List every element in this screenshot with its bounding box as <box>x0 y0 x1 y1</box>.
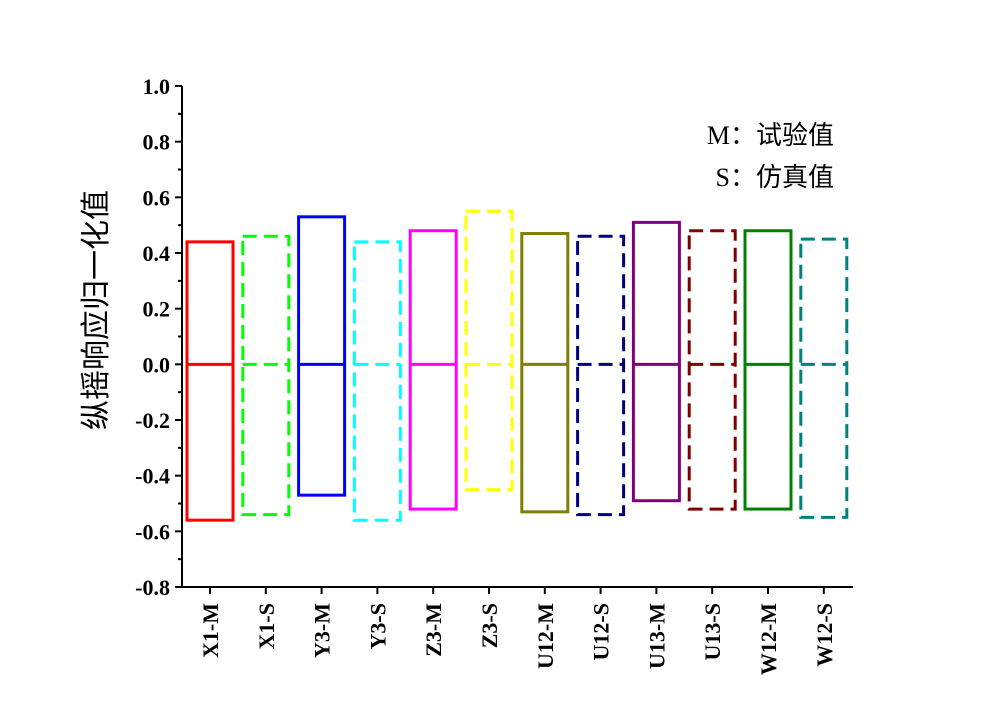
axes <box>181 86 853 588</box>
y-tick-label: 0.6 <box>143 185 171 210</box>
y-tick-label: 0.0 <box>143 352 171 377</box>
box-U12-S <box>576 234 626 517</box>
x-category-label: U13-S <box>700 603 725 660</box>
box-U13-S <box>687 229 737 511</box>
box-rect <box>185 240 235 522</box>
box-rect <box>687 229 737 511</box>
x-category-label: U12-S <box>589 603 614 660</box>
box-rect <box>241 234 291 517</box>
y-tick-label: -0.2 <box>135 408 170 433</box>
box-rect <box>631 220 681 503</box>
box-X1-M <box>185 240 235 522</box>
box-Y3-M <box>297 215 347 497</box>
box-rect <box>799 237 849 519</box>
legend-annotation-s: S：仿真值 <box>716 163 834 192</box>
box-W12-S <box>799 237 849 519</box>
y-ticks: -0.8 -0.6 -0.4 -0.2 0.0 0.2 0.4 0.6 0.8 1.0 <box>135 74 182 600</box>
box-rect <box>743 229 793 511</box>
x-category-label: Y3-M <box>310 603 335 658</box>
x-category-label: Z3-M <box>421 603 446 657</box>
box-X1-S <box>241 234 291 517</box>
box-rect <box>464 209 514 492</box>
x-category-labels: X1-M X1-S Y3-M Y3-S Z3-M Z3-S U12-M U12-S U13-M U… <box>198 587 837 675</box>
legend-annotation-m: M：试验值 <box>707 121 834 150</box>
box-rect <box>297 215 347 497</box>
x-category-label: Y3-S <box>365 603 390 649</box>
box-rect <box>352 240 402 522</box>
y-axis-label: 纵摇响应归一化值 <box>79 190 114 430</box>
box-U12-M <box>520 232 570 514</box>
x-category-label: Z3-S <box>477 603 502 648</box>
x-category-label: X1-M <box>198 603 223 658</box>
y-tick-label: -0.8 <box>135 575 170 600</box>
x-category-label: W12-M <box>756 603 781 675</box>
box-W12-M <box>743 229 793 511</box>
boxes <box>185 209 849 522</box>
y-tick-label: -0.6 <box>135 519 170 544</box>
y-tick-label: -0.4 <box>135 464 170 489</box>
box-rect <box>520 232 570 514</box>
box-Z3-S <box>464 209 514 492</box>
box-U13-M <box>631 220 681 503</box>
y-tick-label: 0.4 <box>143 241 171 266</box>
box-rect <box>576 234 626 517</box>
y-tick-label: 0.8 <box>143 130 171 155</box>
box-rect <box>408 229 458 511</box>
x-category-label: W12-S <box>812 603 837 667</box>
box-Y3-S <box>352 240 402 522</box>
x-category-label: U13-M <box>644 603 669 669</box>
x-category-label: X1-S <box>254 603 279 649</box>
x-category-label: U12-M <box>533 603 558 669</box>
y-tick-label: 1.0 <box>143 74 171 99</box>
box-Z3-M <box>408 229 458 511</box>
y-tick-label: 0.2 <box>143 297 171 322</box>
